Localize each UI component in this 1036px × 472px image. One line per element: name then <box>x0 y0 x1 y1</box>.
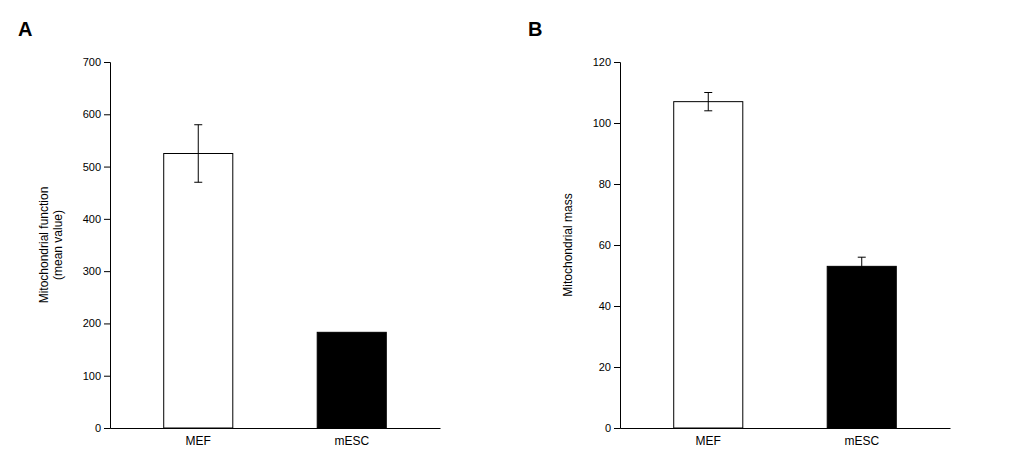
tick: 40 <box>599 300 620 312</box>
tick-mark <box>614 184 620 185</box>
error-bar <box>708 93 709 111</box>
bar <box>164 154 233 429</box>
tick: 120 <box>593 56 620 68</box>
tick-mark <box>104 114 110 115</box>
tick-label: 100 <box>593 117 611 129</box>
tick: 60 <box>599 239 620 251</box>
tick-label: 600 <box>83 108 101 120</box>
tick: 20 <box>599 361 620 373</box>
tick-mark <box>614 306 620 307</box>
tick-label: 20 <box>599 361 611 373</box>
axis-title: Mitochondrial function(mean value) <box>37 187 65 304</box>
error-cap <box>194 182 202 183</box>
tick-mark <box>104 271 110 272</box>
tick-mark <box>614 62 620 63</box>
tick-label: 100 <box>83 370 101 382</box>
tick-mark <box>614 245 620 246</box>
axis-line <box>111 428 441 429</box>
tick-label: 0 <box>95 422 101 434</box>
tick-mark <box>104 376 110 377</box>
tick-mark <box>104 219 110 220</box>
tick-label: 200 <box>83 317 101 329</box>
axis-line <box>621 428 951 429</box>
tick-mark <box>614 428 620 429</box>
tick-mark <box>104 62 110 63</box>
tick-label: 120 <box>593 56 611 68</box>
tick-label: 0 <box>605 422 611 434</box>
error-bar <box>198 125 199 183</box>
tick-mark <box>104 428 110 429</box>
tick-label: 700 <box>83 56 101 68</box>
tick: 200 <box>83 317 110 329</box>
panel-label: A <box>18 18 32 40</box>
error-bar-group <box>858 257 866 275</box>
error-cap <box>194 124 202 125</box>
tick: 0 <box>95 422 110 434</box>
tick: 400 <box>83 213 110 225</box>
tick: 0 <box>605 422 620 434</box>
tick-label: MEF <box>186 434 211 448</box>
tick-mark <box>104 323 110 324</box>
tick: 500 <box>83 161 110 173</box>
tick-label: mESC <box>844 434 879 448</box>
panel: 0 100 200 300 400 500 600 700 MEF mESC Mitochondri… <box>18 18 441 448</box>
marks <box>164 125 387 428</box>
tick: 600 <box>83 108 110 120</box>
axis-title: Mitochondrial mass <box>561 193 575 296</box>
axis-line <box>614 63 621 429</box>
error-bar <box>861 257 862 275</box>
tick-label: MEF <box>696 434 721 448</box>
bar <box>317 332 386 428</box>
error-bar-group <box>194 125 202 183</box>
tick: mESC <box>334 434 369 448</box>
bar <box>827 266 896 428</box>
error-cap <box>704 110 712 111</box>
tick-label: 500 <box>83 161 101 173</box>
error-cap <box>858 257 866 258</box>
tick-mark <box>614 367 620 368</box>
chart-root: 0100200300400500600700MEFmESCMitochondri… <box>0 0 1036 472</box>
tick-label: 400 <box>83 213 101 225</box>
tick: 100 <box>83 370 110 382</box>
tick-label: mESC <box>334 434 369 448</box>
axis-line <box>104 63 111 429</box>
tick: 300 <box>83 265 110 277</box>
tick-mark <box>614 123 620 124</box>
tick-label: 80 <box>599 178 611 190</box>
error-bar-group <box>704 93 712 111</box>
tick: 100 <box>593 117 620 129</box>
panel-label: B <box>528 18 542 40</box>
tick: 80 <box>599 178 620 190</box>
tick: 700 <box>83 56 110 68</box>
x-axis: MEF mESC <box>111 429 441 448</box>
tick: MEF <box>696 434 721 448</box>
tick-label: 60 <box>599 239 611 251</box>
y-axis: 0 20 40 60 80 100 120 <box>593 56 621 434</box>
error-cap <box>858 275 866 276</box>
tick-label: 300 <box>83 265 101 277</box>
tick-mark <box>104 167 110 168</box>
marks <box>674 93 897 429</box>
panel: 0 20 40 60 80 100 120 MEF mESC Mitochondrial mass… <box>528 18 951 448</box>
error-cap <box>704 92 712 93</box>
tick: mESC <box>844 434 879 448</box>
tick: MEF <box>186 434 211 448</box>
bar <box>674 102 743 428</box>
x-axis: MEF mESC <box>621 429 951 448</box>
y-axis: 0 100 200 300 400 500 600 700 <box>83 56 111 434</box>
tick-label: 40 <box>599 300 611 312</box>
